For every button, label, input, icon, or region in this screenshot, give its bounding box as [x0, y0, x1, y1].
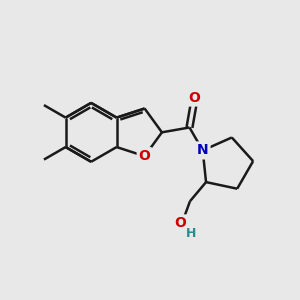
Text: O: O	[188, 91, 200, 104]
Text: O: O	[139, 149, 151, 163]
Text: N: N	[197, 143, 208, 158]
Text: H: H	[185, 227, 196, 240]
Text: O: O	[175, 216, 186, 230]
